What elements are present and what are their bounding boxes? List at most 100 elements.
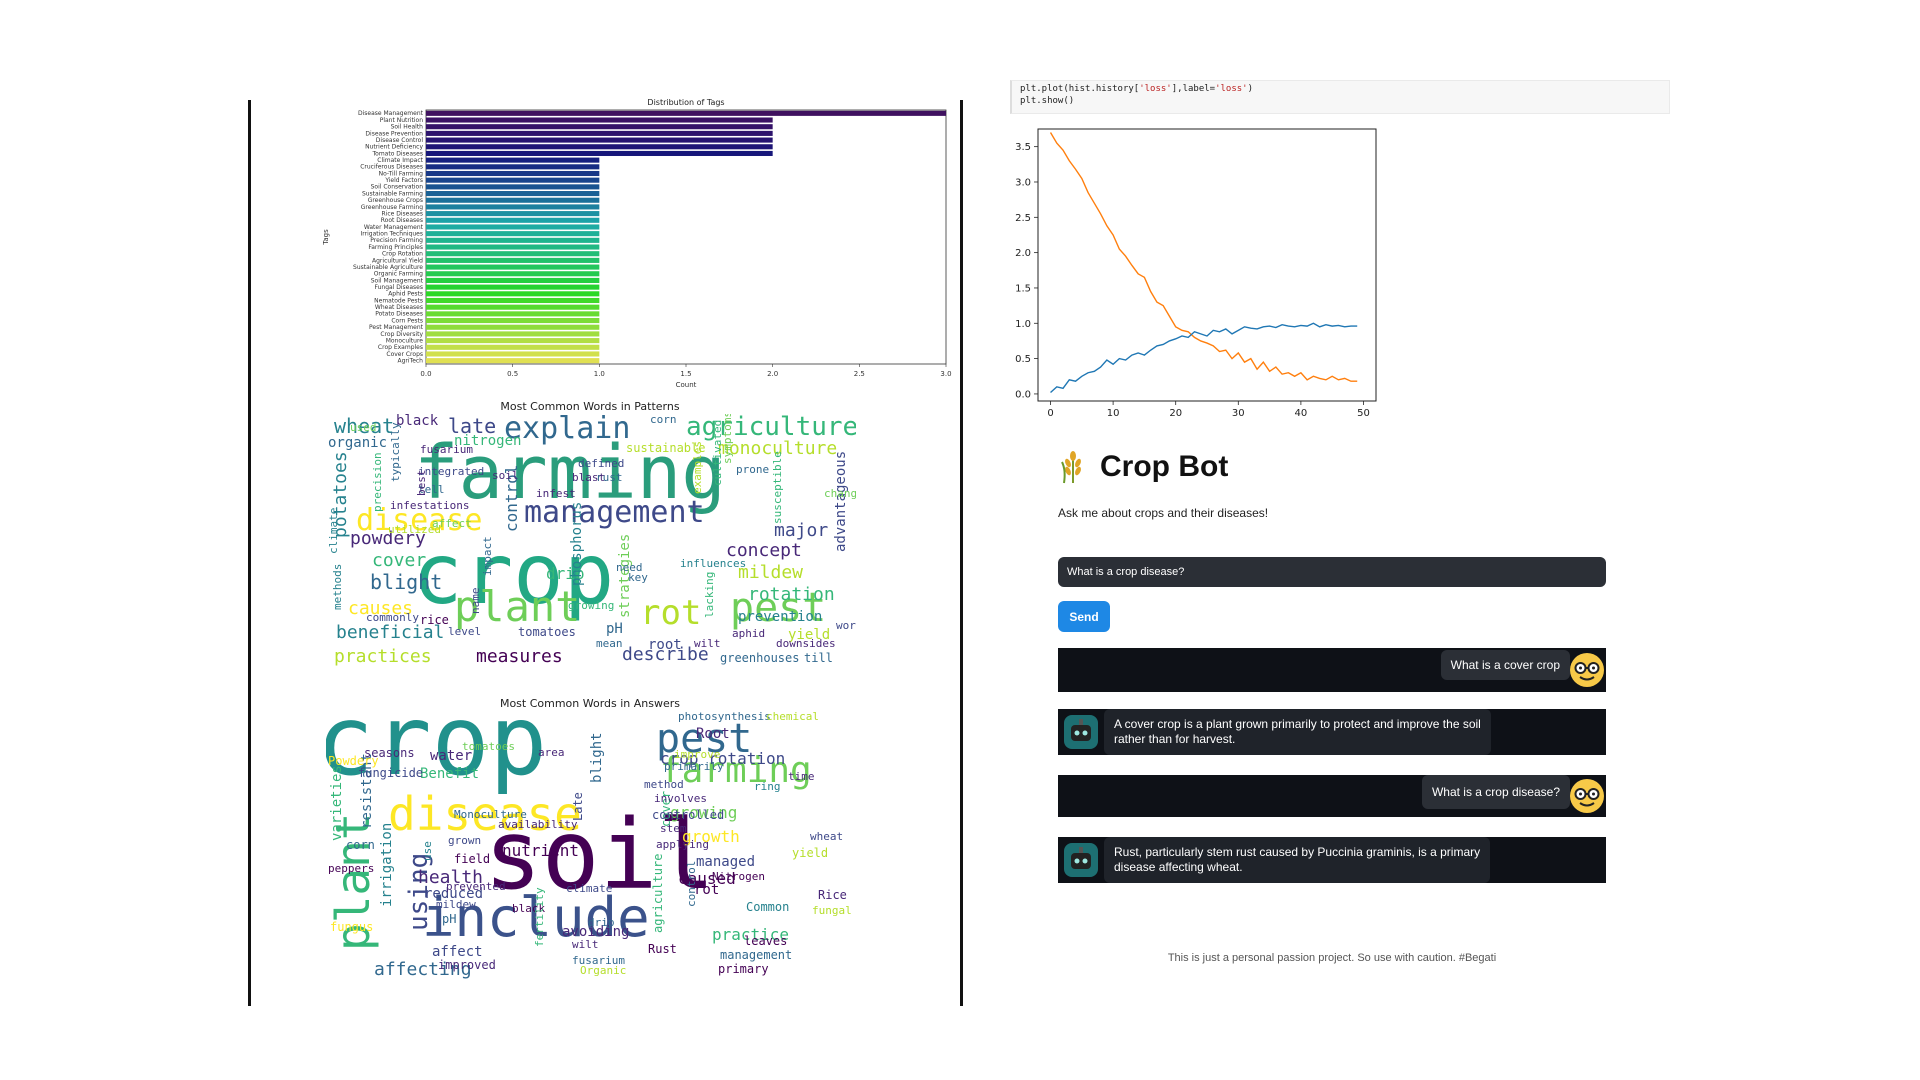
- wordcloud-word: late: [448, 414, 497, 438]
- category-label: Fungal Diseases: [374, 284, 423, 291]
- wordcloud-word: practices: [334, 646, 432, 667]
- bot-message-line: disease affecting wheat.: [1114, 860, 1243, 874]
- wordcloud-word: nitrogen: [454, 433, 522, 449]
- wordcloud-word: pH: [442, 912, 457, 926]
- bar: [426, 144, 773, 150]
- wordcloud-word: greenhouses: [720, 651, 800, 665]
- wordcloud-word: impact: [481, 536, 494, 576]
- x-tick-label: 50: [1357, 408, 1370, 419]
- wordcloud-word: corn: [650, 414, 677, 426]
- wordcloud-word: photosynthesis: [678, 711, 771, 723]
- wordcloud-word: measures: [476, 646, 563, 667]
- x-tick-label: 10: [1107, 408, 1120, 419]
- wordcloud-word: lacking: [703, 571, 716, 618]
- bar: [426, 291, 600, 297]
- wordcloud-word: mean: [596, 637, 623, 650]
- x-tick-label: 1.0: [594, 370, 605, 378]
- wordcloud-word: plant: [454, 582, 581, 631]
- category-label: Rice Diseases: [382, 210, 423, 217]
- bar: [426, 338, 600, 344]
- wordcloud-word: agriculture: [686, 414, 856, 442]
- y-tick-label: 1.0: [1015, 319, 1031, 330]
- bar: [426, 251, 600, 257]
- category-label: Nematode Pests: [374, 297, 423, 304]
- wordcloud-word: tomatoes: [518, 625, 576, 639]
- wordcloud-word: grown: [448, 834, 482, 847]
- wordcloud-word: yield: [792, 846, 829, 860]
- category-label: Yield Factors: [384, 177, 423, 184]
- code-line-2: plt.show(): [1020, 96, 1075, 106]
- wordcloud-word: organic: [328, 435, 388, 451]
- wordcloud-word: cover: [372, 550, 427, 571]
- bot-message-line: rather than for harvest.: [1114, 732, 1236, 746]
- x-tick-label: 30: [1232, 408, 1245, 419]
- category-label: Disease Control: [376, 137, 424, 144]
- bot-avatar-icon: [1064, 715, 1098, 749]
- wordcloud-word: integrated: [418, 465, 485, 478]
- wordcloud-word: tell: [418, 483, 445, 496]
- wordcloud-word: need: [616, 561, 643, 574]
- wordcloud-word: describe: [622, 644, 709, 665]
- bar: [426, 197, 600, 203]
- chat-input[interactable]: [1058, 557, 1606, 587]
- wordcloud-word: name: [469, 587, 482, 615]
- y-tick-label: 1.5: [1015, 283, 1031, 294]
- wordcloud-word: susceptible: [771, 451, 784, 524]
- category-label: Organic Farming: [374, 271, 423, 278]
- wordcloud-word: Benefit: [420, 766, 480, 782]
- wordcloud-word: work: [836, 619, 856, 632]
- bar: [426, 318, 600, 324]
- wordcloud-word: reduced: [424, 886, 484, 902]
- wordcloud-word: utilized: [388, 523, 441, 536]
- wordcloud-word: prevention: [738, 609, 823, 625]
- category-label: Soil Health: [391, 124, 424, 131]
- wordcloud-word: beneficial: [336, 622, 445, 643]
- x-tick-label: 2.5: [854, 370, 865, 378]
- wordcloud-word: primarily: [664, 760, 724, 773]
- wordcloud-word: typically: [389, 422, 402, 482]
- wordcloud-word: climate: [328, 507, 340, 554]
- wordcloud-word: infestations: [390, 499, 470, 512]
- wordcloud-word: corn: [346, 838, 375, 852]
- wordcloud-word: pH: [606, 621, 623, 637]
- wordcloud-word: Powdery: [328, 754, 379, 768]
- bar: [426, 311, 600, 317]
- wordcloud-word: include: [422, 886, 650, 949]
- wordcloud-word: controlled: [652, 808, 725, 822]
- wordcloud-word: growing: [670, 803, 738, 822]
- wordcloud-word: symptoms: [721, 414, 734, 464]
- wordcloud-word: disease: [388, 787, 582, 841]
- category-label: Nutrient Deficiency: [365, 144, 423, 151]
- wordcloud-word: phosphorus: [569, 501, 585, 586]
- x-tick-label: 2.0: [767, 370, 778, 378]
- send-button[interactable]: Send: [1058, 601, 1110, 632]
- bar: [426, 277, 600, 283]
- category-label: AgriTech: [398, 358, 424, 365]
- category-label: Tomato Diseases: [372, 150, 424, 157]
- wordcloud-word: fungus: [330, 920, 374, 934]
- y-tick-label: 3.5: [1015, 142, 1031, 153]
- wordcloud-answers-title: Most Common Words in Answers: [499, 697, 681, 710]
- wordcloud-word: blast: [572, 471, 606, 484]
- app-header: Crop Bot: [1058, 450, 1228, 484]
- wordcloud-word: nutrient: [502, 841, 580, 860]
- bar: [426, 297, 600, 304]
- left-divider: [248, 100, 251, 1006]
- bar: [426, 331, 600, 337]
- wordcloud-word: avoiding: [562, 924, 630, 940]
- x-tick-label: 40: [1295, 408, 1308, 419]
- plot-frame: [1037, 128, 1377, 402]
- bar: [426, 304, 600, 310]
- category-label: Precision Farming: [370, 237, 423, 244]
- chat-message-bot: Rust, particularly stem rust caused by P…: [1058, 837, 1606, 883]
- right-divider: [960, 100, 963, 1006]
- bar: [426, 177, 600, 183]
- wordcloud-word: black: [396, 414, 439, 429]
- wordcloud-word: affecting: [374, 959, 472, 980]
- page-title: Crop Bot: [1100, 450, 1229, 483]
- wordcloud-word: fusarium: [420, 443, 473, 456]
- category-label: Corn Pests: [391, 317, 423, 324]
- wordcloud-word: stem: [660, 822, 687, 835]
- wordcloud-word: mildew: [738, 562, 804, 583]
- bar: [426, 231, 600, 237]
